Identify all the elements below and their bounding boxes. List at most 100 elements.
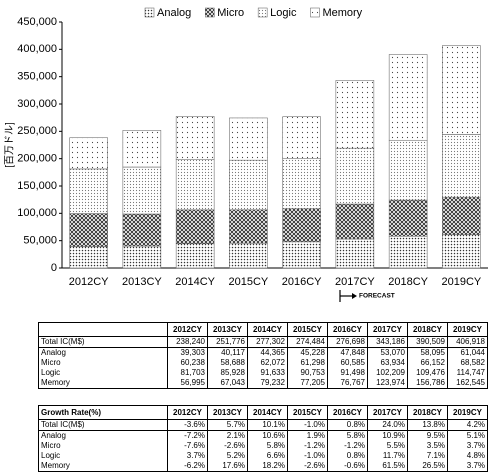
table-cell: 102,209	[367, 368, 408, 378]
table-cell: -7.2%	[167, 430, 208, 441]
legend-swatch	[205, 7, 215, 18]
table-cell: 76,767	[327, 378, 368, 389]
legend-swatch	[310, 7, 320, 18]
forecast-label: FORECAST	[359, 293, 395, 300]
table-cell: Logic	[41, 451, 61, 460]
bar-segment	[69, 246, 108, 269]
bar-segment	[122, 213, 162, 247]
table-cell: 91,633	[247, 368, 288, 378]
table-cell: -2.6%	[287, 461, 328, 472]
bar-segment	[388, 199, 428, 237]
x-tick-label: 2016CY	[282, 276, 322, 288]
table-cell: Analog	[41, 348, 66, 357]
bar-segment	[175, 209, 215, 244]
table-cell: 277,302	[247, 336, 288, 348]
table-cell: 61,298	[287, 358, 328, 368]
y-tick-label: 200,000	[17, 153, 57, 165]
bar-segment	[122, 130, 162, 168]
table-cell: 10.9%	[367, 430, 408, 441]
table-cell: 3.7%	[167, 451, 208, 461]
table-cell: 251,776	[207, 336, 248, 348]
y-tick-label: 0	[51, 262, 57, 274]
chart: [百万ドル] FORECAST 0 50,000 100,000 150,000 200…	[4, 7, 488, 302]
table-cell: 114,747	[447, 368, 488, 378]
table-cell: 79,232	[247, 378, 288, 389]
bar-segment	[335, 147, 375, 205]
header-cell: 2018CY	[407, 322, 448, 337]
table-cell: 162,545	[447, 378, 488, 389]
y-axis-label: [百万ドル]	[4, 122, 16, 168]
table-row: Logic 3.7% 5.2% 6.6% -1.0% 0.8% 11.7% 7.1% 4.8%	[39, 451, 488, 461]
table-cell: 6.6%	[247, 451, 288, 461]
table-cell: Total IC(M$)	[38, 419, 168, 431]
header-cell: 2013CY	[207, 405, 248, 420]
table-cell: Micro	[41, 441, 61, 450]
bar-segment	[229, 243, 268, 269]
table-cell: 7.1%	[407, 451, 448, 461]
bar-segment	[335, 80, 375, 149]
table-cell: 11.7%	[367, 451, 408, 461]
table-cell: 4.8%	[447, 451, 488, 461]
header-cell: 2017CY	[367, 405, 408, 420]
bar-segment	[442, 196, 481, 235]
x-tick-label: 2014CY	[175, 276, 215, 288]
x-tick-label: 2017CY	[335, 276, 375, 288]
table-cell: Total IC(M$)	[38, 336, 168, 348]
header-cell: 2014CY	[247, 322, 288, 337]
bar-segment	[442, 45, 481, 135]
table-cell: -3.6%	[167, 419, 208, 431]
legend-swatch	[257, 7, 268, 18]
legend-swatch	[144, 7, 155, 18]
table-cell: 4.2%	[447, 419, 488, 431]
y-tick-label: 250,000	[17, 125, 57, 137]
table-cell: 276,698	[327, 336, 368, 348]
table-cell: -2.6%	[207, 441, 248, 451]
table-cell: -0.6%	[327, 461, 368, 472]
table-cell: 90,753	[287, 368, 328, 378]
y-tick-label: 350,000	[17, 71, 57, 83]
table-cell: 5.7%	[207, 419, 248, 431]
table-cell: 238,240	[167, 336, 208, 348]
table-cell: 5.2%	[207, 451, 248, 461]
bar-segment	[229, 159, 268, 211]
table-cell: 85,928	[207, 368, 248, 378]
bar-segment	[69, 137, 108, 170]
table-row: Micro 60,238 58,688 62,072 61,298 60,585 63,93…	[39, 358, 488, 368]
x-tick-label: 2013CY	[122, 276, 162, 288]
legend-label: Micro	[217, 7, 244, 19]
table-cell: 3.7%	[447, 461, 488, 472]
table-row: Memory 56,995 67,043 79,232 77,205 76,767 123,…	[39, 378, 488, 389]
market-table: 2012CY 2013CY 2014CY 2015CY 2016CY 2017CY 2018…	[38, 322, 488, 389]
table-row: Logic 81,703 85,928 91,633 90,753 91,498 102,2…	[39, 368, 488, 378]
table-cell: 40,117	[207, 347, 248, 358]
header-cell: Growth Rate(%)	[38, 405, 168, 420]
table-cell: 66,152	[407, 358, 448, 368]
bar-segment	[335, 203, 375, 240]
header-cell: 2018CY	[407, 405, 448, 420]
header-cell: 2019CY	[447, 322, 488, 337]
table-cell: 18.2%	[247, 461, 288, 472]
legend-label: Memory	[322, 7, 362, 19]
table-cell: 58,095	[407, 347, 448, 358]
table-cell: Micro	[41, 358, 61, 367]
legend-label: Analog	[157, 7, 191, 19]
bar-segment	[335, 238, 375, 269]
table-row: Total IC(M$) 238,240 251,776 277,302 274,484…	[38, 336, 488, 348]
table-cell: 39,303	[167, 347, 208, 358]
table-cell: 62,072	[247, 358, 288, 368]
table-cell: 0.8%	[327, 451, 368, 461]
table-cell: 77,205	[287, 378, 328, 389]
table-row: Memory -6.2% 17.6% 18.2% -2.6% -0.6% 61.5% 26.5…	[39, 461, 488, 472]
table-cell: -6.2%	[167, 461, 208, 472]
table-row: Analog -7.2% 2.1% 10.6% 1.9% 5.8% 10.9% 9.5% 5.1…	[39, 430, 488, 441]
table-cell: 5.8%	[327, 430, 368, 441]
legend-label: Logic	[270, 7, 297, 19]
table-cell: 390,509	[407, 336, 448, 348]
bar-segment	[175, 116, 215, 160]
table-cell: 61,044	[447, 347, 488, 358]
table-cell: Memory	[41, 461, 70, 470]
bar-segment	[69, 168, 108, 214]
table-cell: 274,484	[287, 336, 328, 348]
table-row: Total IC(M$) -3.6% 5.7% 10.1% -1.0% 0.8% 24.0%…	[38, 419, 488, 431]
